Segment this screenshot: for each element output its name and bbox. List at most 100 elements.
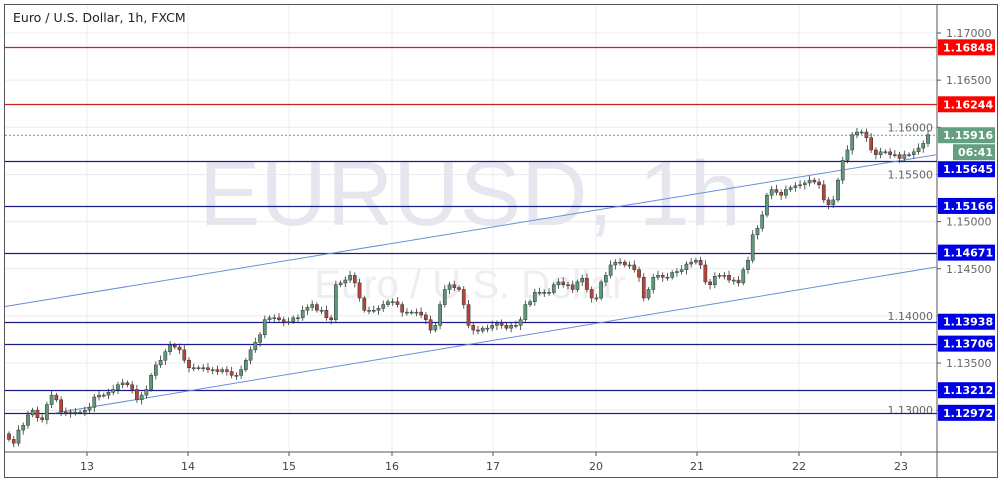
candle-down (727, 275, 731, 281)
candle-down (888, 151, 892, 155)
candle-up (82, 409, 87, 413)
candles (7, 127, 930, 448)
candle-up (551, 284, 556, 293)
level-price-label-bg (938, 313, 995, 330)
candle-up (627, 264, 632, 267)
candle-down (329, 317, 333, 320)
candle-up (807, 179, 812, 184)
candle-down (897, 154, 902, 159)
price-tick-label: 1.16000 (888, 121, 934, 134)
candle-down (457, 287, 461, 290)
candle-up (765, 194, 769, 216)
candle-up (447, 284, 452, 290)
candle-down (395, 301, 400, 305)
time-tick-label: 15 (282, 460, 296, 473)
candle-down (641, 276, 646, 299)
candle-up (850, 134, 855, 151)
candle-up (45, 404, 49, 420)
candle-down (499, 323, 504, 326)
candle-down (54, 394, 59, 401)
candle-up (480, 327, 485, 332)
level-price-label-text: 1.13938 (943, 316, 993, 329)
candle-down (277, 317, 281, 320)
candle-up (547, 292, 551, 294)
candle-up (509, 325, 513, 329)
time-tick-label: 22 (792, 460, 806, 473)
candle-up (670, 272, 675, 278)
candle-up (68, 411, 73, 414)
candle-up (684, 263, 689, 270)
candle-up (665, 276, 670, 279)
candle-down (471, 325, 476, 331)
candle-down (63, 411, 68, 414)
price-tick-label: 1.14000 (888, 310, 934, 323)
level-price-label-text: 1.15166 (943, 200, 993, 213)
candle-up (646, 289, 651, 299)
candle-down (35, 409, 40, 418)
candle-down (570, 284, 575, 290)
candle-down (821, 184, 826, 201)
candle-down (779, 192, 783, 196)
candle-up (300, 309, 305, 319)
level-price-label: 1.12972 (938, 404, 995, 421)
candle-up (106, 392, 111, 396)
candle-up (196, 367, 201, 370)
candle-up (537, 292, 542, 294)
candle-up (116, 384, 120, 390)
candle-down (130, 384, 135, 390)
countdown-label-bg (953, 144, 995, 161)
candle-down (476, 329, 480, 332)
price-tick-label: 1.15500 (888, 168, 934, 181)
candle-up (272, 317, 277, 320)
level-price-label-bg (938, 404, 995, 421)
candle-up (438, 304, 442, 326)
candle-up (604, 275, 608, 283)
candle-up (220, 369, 225, 372)
candle-down (561, 281, 566, 286)
price-tick-label: 1.14500 (946, 263, 992, 276)
candle-up (338, 282, 343, 286)
candle-up (798, 184, 802, 187)
candle-up (514, 325, 518, 327)
candle-up (92, 396, 97, 408)
candle-up (802, 182, 807, 186)
candle-up (49, 394, 54, 405)
candle-down (135, 389, 139, 401)
level-price-label-text: 1.16848 (943, 41, 993, 54)
candle-up (907, 154, 911, 156)
candle-down (874, 149, 878, 155)
candle-up (878, 151, 883, 155)
candle-up (390, 301, 395, 304)
candle-up (836, 179, 840, 201)
candle-down (864, 131, 869, 138)
candle-down (708, 281, 712, 286)
candle-down (589, 289, 594, 299)
candle-down (229, 371, 234, 376)
candle-up (755, 227, 760, 236)
level-price-label: 1.13938 (938, 313, 995, 330)
candle-up (845, 149, 850, 161)
candle-up (575, 281, 580, 290)
candle-down (424, 314, 428, 320)
candle-up (154, 364, 158, 376)
candle-down (774, 189, 779, 193)
candle-up (731, 279, 736, 282)
candle-up (840, 160, 845, 181)
candle-up (163, 351, 168, 361)
candle-down (362, 297, 367, 311)
level-price-label: 1.15166 (938, 197, 995, 214)
candle-down (428, 319, 433, 331)
chart-frame (4, 4, 998, 478)
level-price-label-bg (938, 197, 995, 214)
candle-up (405, 311, 409, 314)
candle-down (357, 282, 362, 299)
candle-up (613, 261, 618, 266)
level-price-label-bg (938, 161, 995, 178)
candle-up (921, 143, 926, 149)
candle-up (784, 189, 788, 196)
candle-up (689, 261, 693, 265)
candle-up (376, 308, 381, 311)
candle-up (433, 325, 438, 331)
candle-up (291, 317, 296, 322)
